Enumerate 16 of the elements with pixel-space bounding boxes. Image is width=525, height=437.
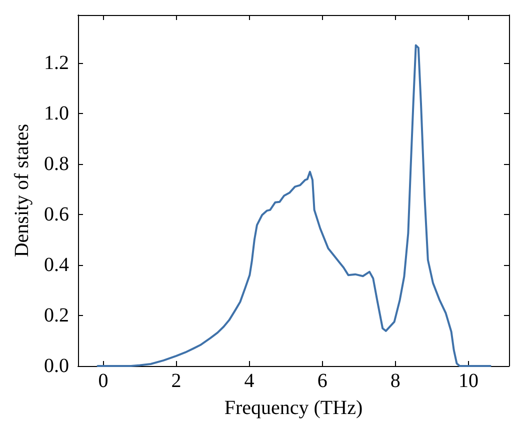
y-tick-label: 1.2 <box>44 52 69 74</box>
y-axis-title: Density of states <box>11 124 33 258</box>
x-tick-label: 8 <box>390 370 400 392</box>
y-tick-label: 0.4 <box>44 254 69 276</box>
y-tick-label: 0.6 <box>44 203 69 226</box>
y-tick-label: 0.2 <box>44 304 69 326</box>
x-tick-label: 6 <box>317 370 328 392</box>
y-tick-label: 0.0 <box>44 355 69 377</box>
x-tick-label: 4 <box>244 370 254 392</box>
x-axis-title: Frequency (THz) <box>224 397 363 419</box>
y-tick-label: 0.8 <box>44 152 69 175</box>
line-series <box>96 44 492 367</box>
x-tick-label: 0 <box>98 370 108 392</box>
x-tick-label: 10 <box>458 370 478 392</box>
x-tick-label: 2 <box>171 370 182 392</box>
y-tick-label: 1.0 <box>44 102 69 124</box>
